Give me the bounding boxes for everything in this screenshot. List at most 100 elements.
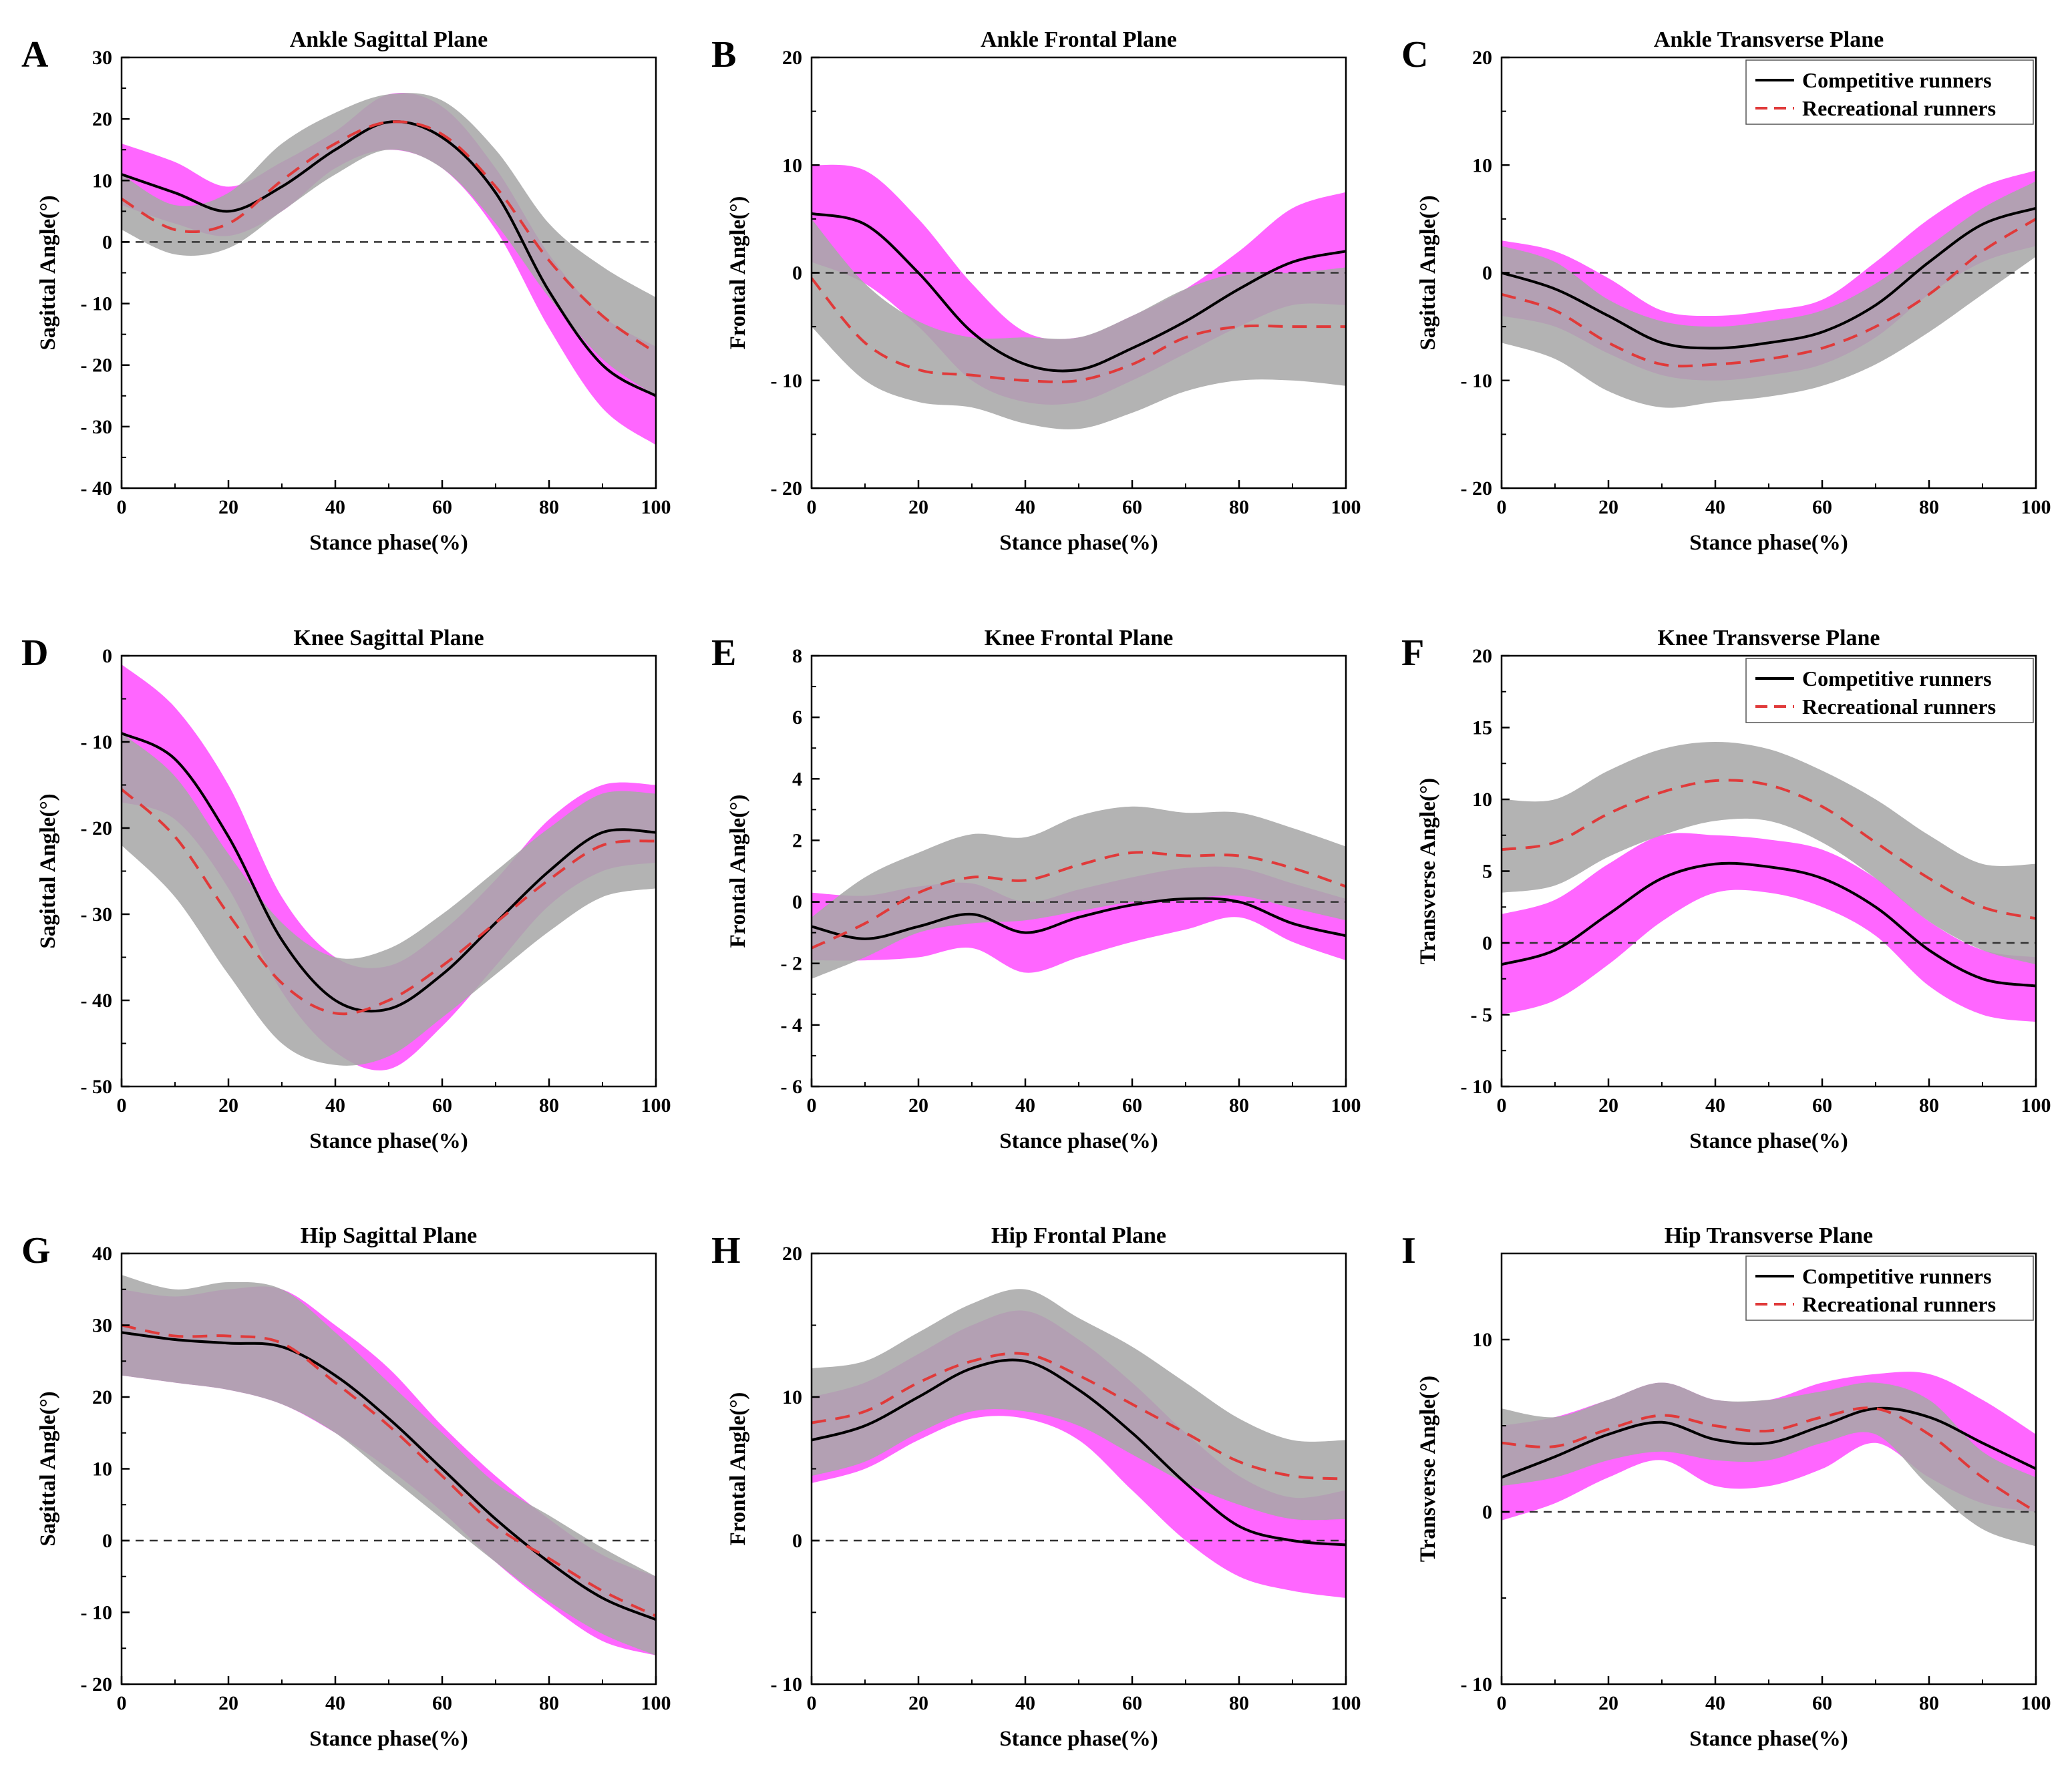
x-axis-label: Stance phase(%) [1689,1129,1848,1153]
y-tick-label: - 2 [781,953,803,975]
y-tick-label: 4 [792,768,802,790]
x-axis: 0 20 40 60 80 100 [117,480,671,518]
x-tick-label: 0 [807,496,817,518]
x-tick-label: 80 [539,1692,559,1714]
y-axis-label: Frontal Angle(°) [726,196,750,350]
x-axis: 0 20 40 60 80 100 [117,1676,671,1714]
x-tick-label: 80 [1229,1095,1249,1117]
y-tick-label: 0 [792,891,802,914]
competitive-mean-line [812,1358,1346,1547]
plot-area [812,1289,1346,1598]
x-tick-label: 100 [1331,1692,1361,1714]
x-tick-label: 60 [1122,496,1142,518]
y-axis-label: Transverse Angle(°) [1416,1376,1440,1562]
y-tick-label: 0 [792,1530,802,1552]
panel-title: Ankle Frontal Plane [981,27,1177,52]
x-axis-label: Stance phase(%) [309,1727,468,1751]
x-tick-label: 0 [807,1095,817,1117]
x-tick-label: 40 [1705,496,1725,518]
x-axis-label: Stance phase(%) [309,1129,468,1153]
x-tick-label: 40 [325,1095,345,1117]
y-tick-label: - 4 [781,1014,803,1036]
y-tick-label: 10 [782,154,802,176]
y-axis-label: Frontal Angle(°) [726,1392,750,1546]
x-tick-label: 20 [218,1692,238,1714]
legend: Competitive runners Recreational runners [1745,59,2034,125]
y-tick-label: 0 [1482,932,1492,954]
y-tick-label: 20 [92,1386,112,1408]
recreational-mean-line [122,1324,656,1617]
x-tick-label: 100 [2021,496,2051,518]
panel-g: 0 20 40 60 80 100 - 20 - 10 0 10 20 30 40 Hip Sagitta… [21,1223,671,1751]
recreational-mean-line [812,851,1346,950]
y-tick-label: 8 [792,645,802,667]
competitive-sd-band [1502,833,2036,1022]
panel-letter: E [711,632,736,674]
recreational-mean-line [122,120,656,354]
legend-recreational-label: Recreational runners [1802,96,1996,120]
panel-letter: F [1401,632,1424,674]
legend-competitive-label: Competitive runners [1802,666,1992,690]
competitive-mean-line [122,1331,656,1621]
x-tick-label: 40 [1705,1692,1725,1714]
y-tick-label: - 10 [1461,1076,1493,1098]
panel-d: 0 20 40 60 80 100 - 50 - 40 - 30 - 20 - 10 0 Knee Sa… [21,626,671,1153]
y-tick-label: - 10 [1461,1673,1493,1696]
x-tick-label: 20 [908,1692,928,1714]
panel-title: Ankle Transverse Plane [1654,27,1884,52]
y-axis: - 6 - 4 - 2 0 2 4 6 8 [781,645,820,1098]
y-tick-label: - 40 [81,990,113,1012]
y-tick-label: 10 [92,1458,112,1480]
x-axis: 0 20 40 60 80 100 [117,1078,671,1117]
plot-area [122,1275,656,1655]
competitive-mean-line [122,732,656,1013]
x-tick-label: 80 [1919,496,1939,518]
y-tick-label: 30 [92,47,112,69]
y-axis: - 10 0 10 20 [771,1243,820,1696]
y-tick-label: 15 [1472,717,1492,739]
y-axis-label: Sagittal Angle(°) [1416,195,1440,350]
recreational-sd-band [812,806,1346,979]
panel-title: Hip Sagittal Plane [301,1223,477,1248]
x-tick-label: 0 [117,496,127,518]
y-axis-label: Sagittal Angle(°) [36,793,60,948]
recreational-sd-band [122,733,656,1066]
panel-title: Hip Transverse Plane [1665,1223,1873,1248]
legend-recreational-label: Recreational runners [1802,1292,1996,1316]
x-tick-label: 20 [218,1095,238,1117]
plot-area [1502,170,2036,408]
x-axis: 0 20 40 60 80 100 [1497,1676,2051,1714]
legend-competitive-label: Competitive runners [1802,1264,1992,1288]
legend-box [1745,1255,2034,1321]
panel-title: Hip Frontal Plane [991,1223,1166,1248]
recreational-sd-band [122,1275,656,1655]
y-axis: - 20 - 10 0 10 20 [1461,47,1510,500]
panel-letter: C [1401,34,1428,75]
y-tick-label: 20 [782,47,802,69]
legend-box [1745,59,2034,125]
recreational-sd-band [1502,181,2036,408]
x-axis: 0 20 40 60 80 100 [1497,1078,2051,1117]
x-tick-label: 0 [117,1095,127,1117]
x-tick-label: 80 [1229,496,1249,518]
y-tick-label: - 6 [781,1076,803,1098]
x-tick-label: 20 [1598,496,1618,518]
y-tick-label: - 20 [81,355,113,377]
x-tick-label: 100 [641,496,671,518]
y-tick-label: - 20 [81,1673,113,1696]
x-tick-label: 40 [325,1692,345,1714]
recreational-sd-band [812,1289,1346,1521]
recreational-mean-line [122,788,656,1016]
x-axis-label: Stance phase(%) [999,1129,1158,1153]
x-tick-label: 40 [325,496,345,518]
recreational-mean-line [1502,218,2036,368]
x-axis-label: Stance phase(%) [309,531,468,555]
x-tick-label: 80 [539,1095,559,1117]
y-tick-label: 0 [1482,1501,1492,1523]
y-axis: - 10 - 5 0 5 10 15 20 [1461,645,1510,1098]
recreational-sd-band [1502,1382,2036,1547]
x-axis: 0 20 40 60 80 100 [807,1676,1361,1714]
y-tick-label: - 10 [1461,370,1493,392]
y-axis-label: Transverse Angle(°) [1416,778,1440,964]
